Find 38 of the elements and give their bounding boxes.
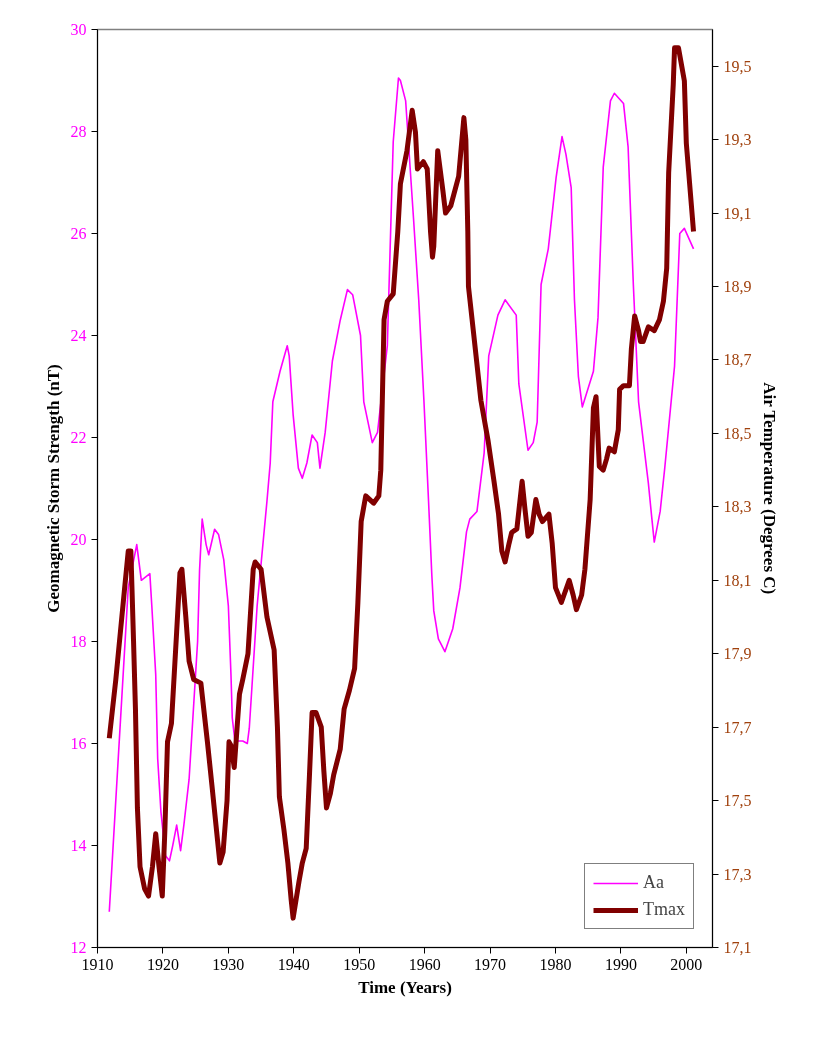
y-tick-label: 30	[70, 21, 87, 38]
x-tick-label: 1910	[81, 955, 114, 973]
y-axis-title: Geomagnetic Storm Strength (nT)	[43, 364, 63, 613]
x-tick-label: 1920	[146, 955, 179, 973]
y2-tick-label: 17,5	[723, 792, 752, 810]
x-axis-title: Time (Years)	[358, 977, 452, 997]
y2-tick-label: 18,7	[723, 351, 752, 369]
x-tick-label: 1980	[539, 955, 572, 973]
y-tick-label: 22	[70, 429, 87, 446]
x-tick-label: 1930	[212, 955, 245, 973]
y-tick-label: 24	[70, 327, 87, 344]
y2-tick-label: 19,3	[723, 131, 752, 149]
y-tick-label: 28	[70, 123, 87, 140]
x-tick-label: 2000	[670, 955, 703, 973]
x-tick-label: 1950	[343, 955, 376, 973]
y2-tick-label: 18,5	[723, 424, 752, 442]
y2-tick-label: 19,1	[723, 204, 752, 222]
y-tick-label: 16	[70, 735, 87, 752]
y2-axis-title: Air Temperature (Degrees C)	[759, 382, 779, 595]
y2-tick-label: 17,1	[723, 939, 752, 956]
y2-tick-label: 18,1	[723, 571, 752, 589]
y2-tick-label: 18,3	[723, 498, 752, 516]
x-tick-label: 1990	[604, 955, 637, 973]
x-tick-label: 1960	[408, 955, 441, 973]
x-tick-label: 1970	[474, 955, 507, 973]
x-tick-label: 1940	[277, 955, 310, 973]
y2-tick-label: 17,9	[723, 645, 752, 663]
y2-tick-label: 18,9	[723, 278, 752, 296]
y2-tick-label: 19,5	[723, 57, 752, 75]
legend-label: Aa	[643, 872, 664, 893]
y-tick-label: 18	[70, 633, 87, 650]
y-tick-label: 26	[70, 225, 87, 242]
legend-label: Tmax	[643, 899, 685, 920]
y-tick-label: 12	[70, 939, 87, 956]
y-tick-label: 14	[70, 837, 87, 854]
y2-tick-label: 17,3	[723, 865, 752, 883]
y2-tick-label: 17,7	[723, 718, 752, 736]
y-tick-label: 20	[70, 531, 87, 548]
